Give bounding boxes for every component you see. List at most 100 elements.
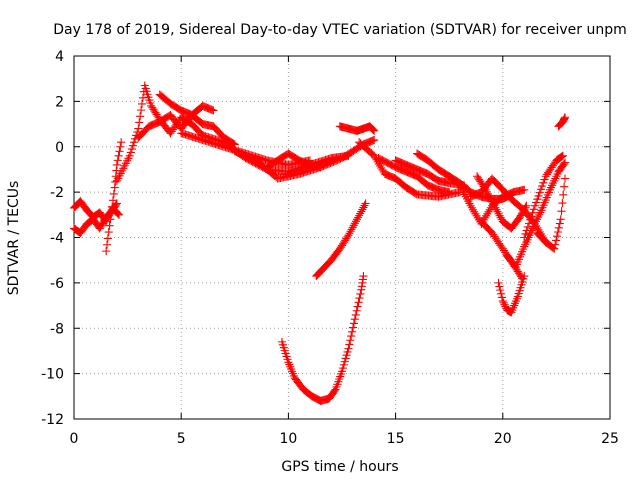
data-point [552,232,562,241]
data-point [102,240,112,249]
data-point [556,215,565,224]
series-arc-11 [335,122,379,135]
data-point [518,277,527,286]
series-arc-26 [312,199,370,281]
data-point [551,240,560,249]
data-point [115,147,124,156]
data-point [340,357,349,366]
data-point [354,298,363,307]
data-point [125,151,134,160]
y-tick-labels: 4 2 0 -2 -4 -6 -8 -10 -12 [41,49,64,428]
series-arc-10 [262,149,325,172]
data-point [348,323,358,332]
series-arc-6 [155,90,239,149]
y-tick-label: -8 [50,321,64,337]
y-tick-label: -6 [50,276,64,292]
x-tick-label: 20 [494,431,512,447]
data-point [355,294,364,303]
data-point [369,125,378,135]
data-point [342,351,351,360]
series-arc-18 [473,172,531,233]
data-point [348,327,357,336]
data-point [108,196,118,205]
series-arc-23 [533,174,570,253]
data-point [277,337,287,346]
x-tick-label: 5 [177,431,186,447]
data-point [108,202,117,211]
x-tick-labels: 0 5 10 15 20 25 [70,431,619,447]
data-point [550,244,559,253]
data-point [134,124,143,133]
data-point [519,274,528,284]
data-point [540,175,549,184]
data-point [533,195,542,204]
data-point [521,229,530,239]
data-point [280,346,289,355]
series-arc-24 [554,113,570,131]
x-tick-label: 25 [601,431,619,447]
data-point [560,113,570,122]
data-point [494,278,503,287]
data-point [144,93,153,102]
data-point [344,344,353,353]
data-point [283,355,292,364]
data-point [104,228,113,237]
data-point [282,352,291,361]
series-arc-21 [503,158,570,272]
data-point [127,144,136,154]
data-point [105,221,114,230]
data-point [107,208,116,218]
data-points [69,81,570,405]
data-point [145,96,154,105]
data-point [558,151,567,160]
data-point [136,112,145,121]
data-point [522,201,531,210]
data-point [495,282,504,291]
series-arc-22 [520,151,567,242]
data-point [536,185,545,194]
data-point [559,190,568,199]
data-point [554,223,563,232]
series-arc-13 [374,154,454,197]
data-point [103,234,112,243]
data-point [113,156,122,165]
data-point [497,289,506,298]
data-point [279,343,288,352]
data-point [109,189,118,198]
y-tick-label: -2 [50,185,64,201]
data-point [343,347,352,356]
data-point [346,336,355,345]
data-point [513,292,522,301]
x-tick-label: 15 [387,431,405,447]
data-point [538,182,547,191]
data-point [522,226,531,235]
series-arc-19 [477,217,527,283]
y-tick-label: -10 [41,367,64,383]
data-point [370,135,379,144]
data-point [339,360,348,369]
y-tick-label: -4 [50,231,64,247]
data-point [351,310,360,320]
data-point [370,126,379,135]
data-point [112,160,121,169]
data-point [445,188,454,197]
data-point [521,203,530,212]
data-point [524,219,534,228]
data-point [141,84,150,93]
data-point [316,163,325,172]
data-point [514,289,523,298]
data-point [337,367,347,376]
data-point [560,174,570,183]
series-arc-7 [177,129,314,169]
data-point [557,152,566,161]
data-point [560,159,569,168]
data-point [126,148,135,157]
data-point [560,182,569,191]
data-point [140,81,149,90]
data-point [532,198,541,207]
data-point [557,207,566,216]
data-point [114,209,123,218]
series-arc-20 [494,272,529,317]
data-point [560,158,570,167]
